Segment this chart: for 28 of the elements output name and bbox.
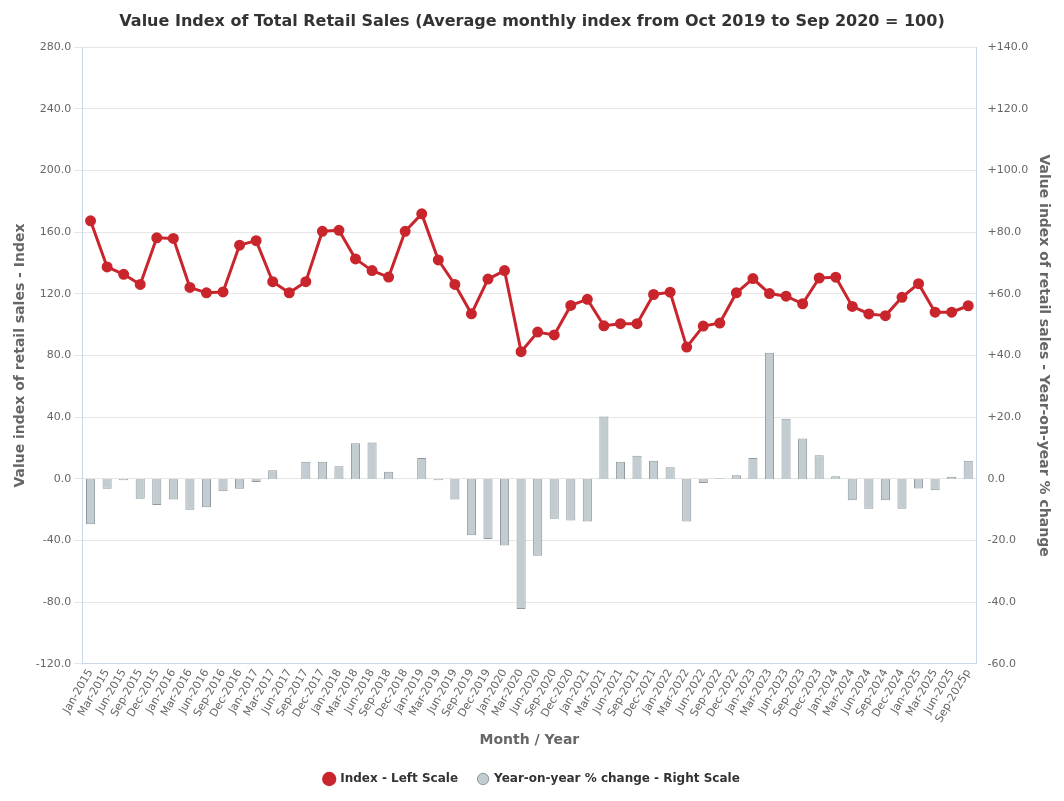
y-tick-label: 200.0 (39, 163, 72, 177)
x-axis-title: Month / Year (479, 731, 580, 748)
y-tick-label: 240.0 (39, 101, 72, 115)
y2-tick-label: +40.0 (987, 348, 1022, 362)
y-axis-title: Value index of retail sales - Index (11, 223, 28, 488)
chart-title: Value Index of Total Retail Sales (Average monthly index from Oct 2019 to Sep 2020 = 100) (119, 10, 945, 30)
y2-tick-label: -40.0 (987, 595, 1016, 609)
y2-tick-label: +120.0 (987, 101, 1029, 115)
y2-tick-label: +60.0 (987, 286, 1022, 300)
y-tick-label: 280.0 (39, 40, 72, 54)
y-tick-label: 80.0 (46, 348, 72, 362)
y-tick-label: -120.0 (35, 656, 72, 670)
y2-tick-label: +140.0 (987, 40, 1029, 54)
y2-tick-label: +20.0 (987, 410, 1022, 424)
legend-label: Year-on-year % change - Right Scale (493, 771, 740, 786)
legend-label: Index - Left Scale (340, 771, 459, 786)
y2-tick-label: +80.0 (987, 225, 1022, 239)
y2-tick-label: 0.0 (987, 471, 1005, 485)
y-tick-label: 160.0 (39, 225, 72, 239)
y-tick-label: 120.0 (39, 286, 72, 300)
y-tick-label: 40.0 (46, 410, 72, 424)
y2-axis-title: Value index of retail sales - Year-on-year % change (1036, 154, 1053, 557)
y2-tick-label: -20.0 (987, 533, 1016, 547)
y2-tick-label: -60.0 (987, 656, 1016, 670)
y-tick-label: -80.0 (42, 595, 72, 609)
y-tick-label: 0.0 (53, 471, 72, 485)
y-tick-label: -40.0 (42, 533, 72, 547)
y2-tick-label: +100.0 (987, 163, 1029, 177)
